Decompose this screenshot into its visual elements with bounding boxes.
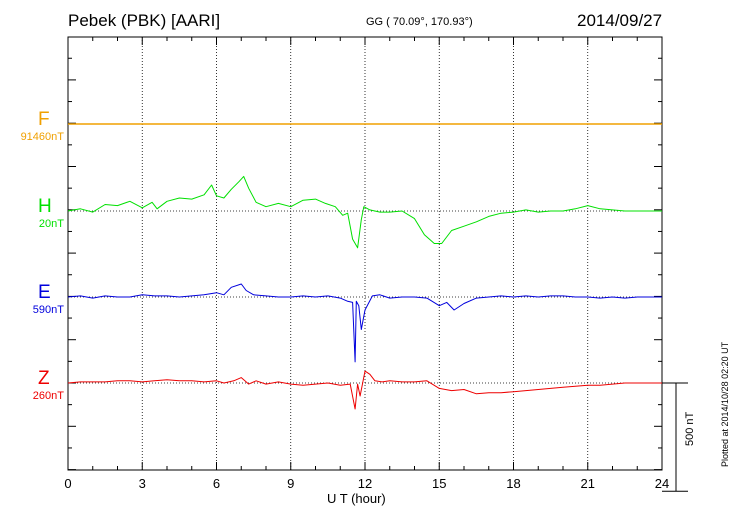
baseline-label-F: 91460nT <box>20 131 64 143</box>
series-label-H: H <box>38 196 52 217</box>
x-tick-label-18: 18 <box>506 476 520 491</box>
x-tick-label-12: 12 <box>358 476 372 491</box>
x-tick-label-9: 9 <box>287 476 294 491</box>
station-coordinates: GG ( 70.09°, 170.93°) <box>366 16 473 28</box>
series-label-F: F <box>38 109 50 130</box>
plotted-timestamp: Plotted at 2014/10/28 02:20 UT <box>720 341 730 467</box>
baseline-label-H: 20nT <box>38 218 64 230</box>
baseline-label-Z: 260nT <box>32 390 64 402</box>
scale-bar-label: 500 nT <box>684 411 696 446</box>
station-title: Pebek (PBK) [AARI] <box>68 11 221 30</box>
series-label-Z: Z <box>38 368 50 389</box>
plot-date: 2014/09/27 <box>577 11 663 30</box>
x-tick-label-24: 24 <box>655 476 669 491</box>
x-tick-label-3: 3 <box>139 476 146 491</box>
x-tick-label-6: 6 <box>213 476 220 491</box>
series-line-Z <box>67 370 662 410</box>
x-tick-label-21: 21 <box>581 476 595 491</box>
x-axis-label: U T (hour) <box>327 491 386 506</box>
baseline-label-E: 590nT <box>32 304 64 316</box>
x-tick-label-0: 0 <box>64 476 71 491</box>
series-label-E: E <box>38 282 51 303</box>
x-tick-label-15: 15 <box>432 476 446 491</box>
series-line-E <box>67 283 662 363</box>
series-line-H <box>67 175 662 249</box>
